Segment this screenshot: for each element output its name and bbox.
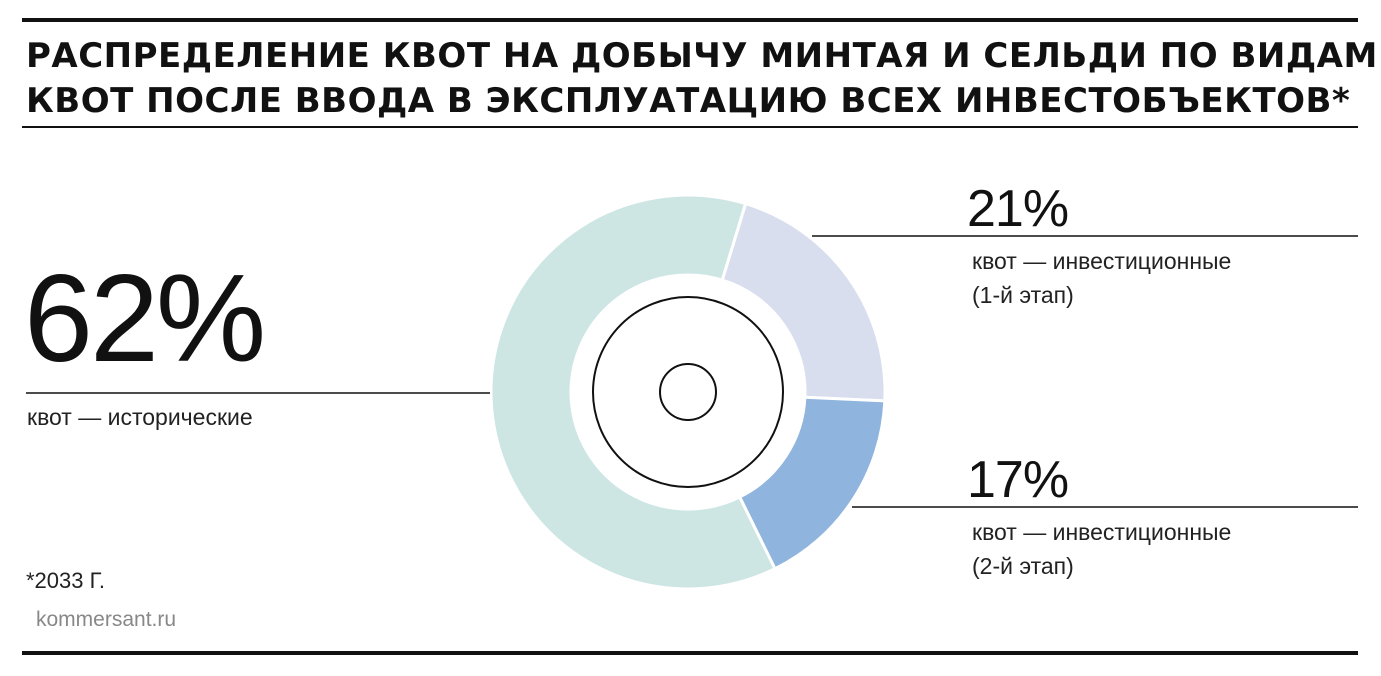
- chart-title: РАСПРЕДЕЛЕНИЕ КВОТ НА ДОБЫЧУ МИНТАЯ И СЕ…: [26, 34, 1378, 124]
- chart-title-line-2: КВОТ ПОСЛЕ ВВОДА В ЭКСПЛУАТАЦИЮ ВСЕХ ИНВ…: [26, 81, 1351, 121]
- category-label-inv2-line-1: квот — инвестиционные: [972, 519, 1232, 545]
- category-label-inv2: квот — инвестиционные (2-й этап): [972, 515, 1231, 583]
- donut-slices: [489, 193, 887, 591]
- category-label-hist: квот — исторические: [27, 404, 253, 430]
- value-label-inv2: 17%: [967, 451, 1069, 509]
- category-label-inv1-line-1: квот — инвестиционные: [972, 248, 1232, 274]
- category-label-inv1-line-2: (1-й этап): [972, 282, 1074, 308]
- category-label-inv1: квот — инвестиционные (1-й этап): [972, 244, 1231, 312]
- bottom-rule: [22, 651, 1358, 655]
- value-label-inv1: 21%: [967, 180, 1069, 238]
- chart-title-line-1: РАСПРЕДЕЛЕНИЕ КВОТ НА ДОБЫЧУ МИНТАЯ И СЕ…: [26, 36, 1378, 76]
- donut-slice-hist: [489, 193, 777, 591]
- leader-lines: [26, 235, 1358, 508]
- footnote: *2033 Г.: [26, 568, 105, 593]
- source-credit: kommersant.ru: [36, 608, 177, 631]
- top-rule: [22, 18, 1358, 22]
- donut-slice-inv1: [720, 201, 887, 403]
- category-label-inv2-line-2: (2-й этап): [972, 553, 1074, 579]
- title-rule: [22, 126, 1358, 128]
- value-label-hist: 62%: [24, 250, 266, 388]
- center-ring-inner: [659, 363, 717, 421]
- donut-center-decoration: [592, 296, 784, 488]
